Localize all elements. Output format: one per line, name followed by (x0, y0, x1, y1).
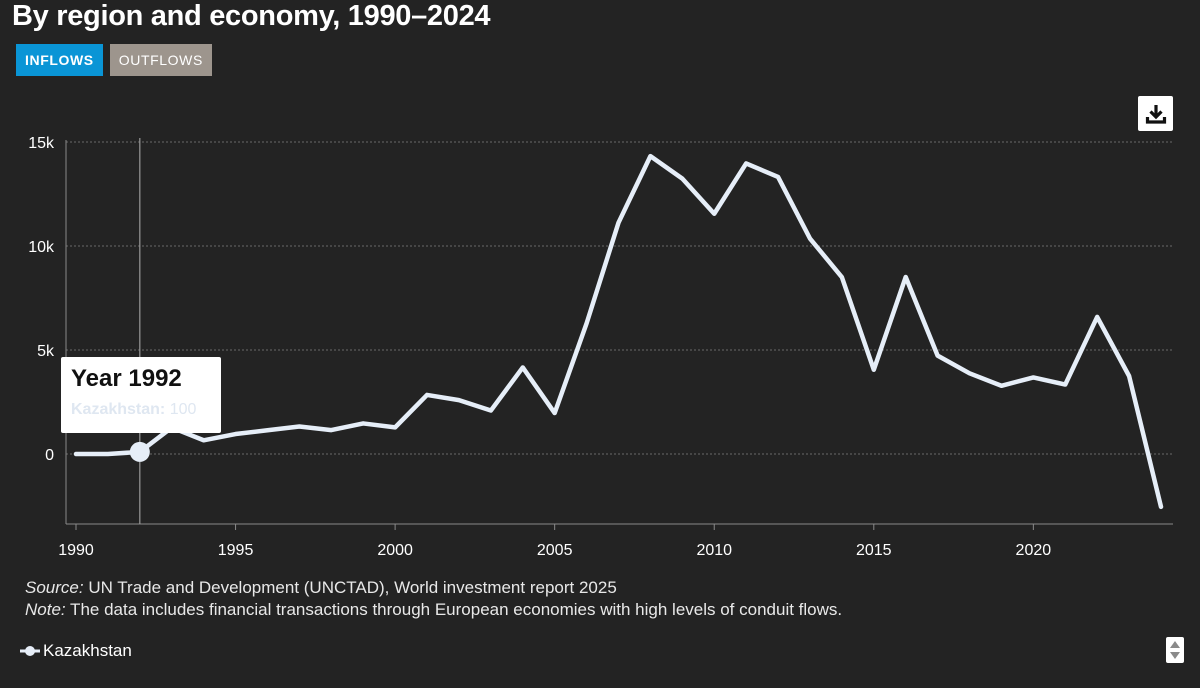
tooltip-value-line: Kazakhstan: 100 (71, 401, 196, 419)
source-label: Source: (25, 578, 84, 597)
tab-inflows[interactable]: INFLOWS (16, 44, 103, 76)
tooltip-title: Year 1992 (71, 365, 182, 392)
download-button[interactable] (1138, 96, 1173, 131)
y-tick-label: 15k (28, 135, 55, 152)
legend-item-kazakhstan[interactable]: Kazakhstan (20, 641, 132, 661)
legend-label: Kazakhstan (43, 641, 132, 660)
x-tick-label: 2005 (537, 542, 573, 559)
y-tick-label: 0 (45, 447, 54, 464)
tooltip-series-label: Kazakhstan: (71, 401, 166, 418)
source-line: Source: UN Trade and Development (UNCTAD… (25, 577, 842, 599)
tooltip-value: 100 (169, 401, 197, 418)
highlight-point[interactable] (129, 441, 150, 462)
x-tick-label: 2010 (696, 542, 732, 559)
series-line-kazakhstan (73, 153, 1164, 510)
note-label: Note: (25, 600, 66, 619)
flow-tabs: INFLOWS OUTFLOWS (16, 44, 212, 76)
x-tick-label: 1995 (218, 542, 254, 559)
scroll-arrows-icon (1170, 641, 1180, 659)
source-text: UN Trade and Development (UNCTAD), World… (83, 578, 617, 597)
tab-outflows[interactable]: OUTFLOWS (109, 44, 212, 76)
chart-tooltip: Year 1992 Kazakhstan: 100 (61, 357, 221, 433)
note-line: Note: The data includes financial transa… (25, 599, 842, 621)
y-tick-label: 5k (37, 343, 55, 360)
legend-marker-icon (20, 646, 40, 656)
download-icon (1145, 104, 1166, 124)
x-tick-label: 2000 (377, 542, 413, 559)
legend-scroll-control[interactable] (1166, 637, 1184, 663)
x-tick-label: 2020 (1016, 542, 1052, 559)
x-tick-label: 2015 (856, 542, 892, 559)
page-title: By region and economy, 1990–2024 (12, 0, 491, 32)
note-text: The data includes financial transactions… (65, 600, 843, 619)
y-tick-label: 10k (28, 239, 55, 256)
source-notes: Source: UN Trade and Development (UNCTAD… (25, 577, 842, 621)
x-tick-label: 1990 (58, 542, 94, 559)
